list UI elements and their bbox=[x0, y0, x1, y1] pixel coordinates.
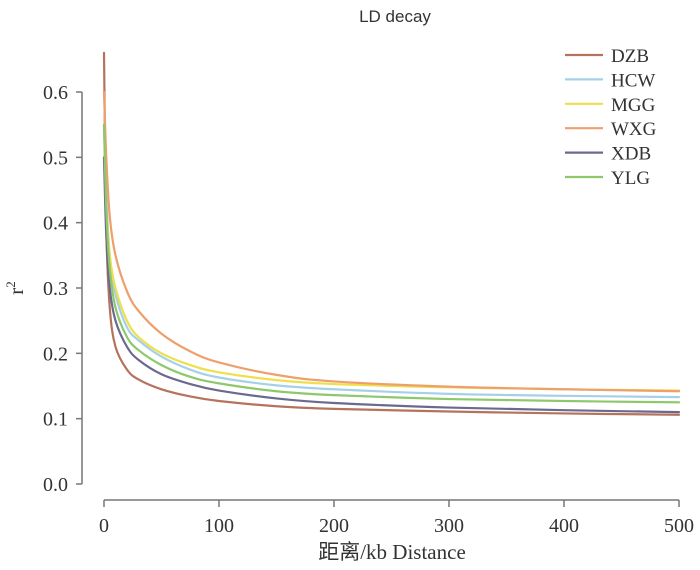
y-ticks: 0.0 0.1 0.2 0.3 0.4 0.5 0.6 bbox=[43, 82, 82, 496]
y-axis-label: r2 bbox=[3, 281, 28, 295]
series-line-hcw bbox=[102, 123, 681, 399]
y-tick-label: 0.6 bbox=[43, 82, 68, 104]
legend: DZB HCW MGG WXG XDB YLG bbox=[565, 46, 657, 189]
x-tick-label: 0 bbox=[99, 515, 109, 537]
x-ticks: 0 100 200 300 400 500 bbox=[99, 500, 694, 537]
y-axis-label-base: r bbox=[4, 288, 28, 295]
series-line-mgg bbox=[102, 156, 681, 392]
y-tick-label: 0.0 bbox=[43, 474, 68, 496]
y-axis-label-superscript: 2 bbox=[3, 281, 18, 288]
legend-label: XDB bbox=[611, 144, 651, 165]
legend-label: MGG bbox=[611, 95, 656, 116]
series-line-ylg bbox=[102, 123, 681, 404]
x-tick-label: 400 bbox=[549, 515, 579, 537]
y-tick-label: 0.3 bbox=[43, 278, 68, 300]
legend-label: YLG bbox=[611, 168, 650, 189]
y-tick-label: 0.4 bbox=[43, 213, 68, 235]
x-tick-label: 300 bbox=[434, 515, 464, 537]
legend-label: HCW bbox=[611, 70, 655, 91]
y-tick-label: 0.5 bbox=[43, 147, 68, 169]
series-lines bbox=[102, 51, 681, 416]
x-tick-label: 500 bbox=[664, 515, 694, 537]
legend-label: DZB bbox=[611, 46, 649, 67]
legend-label: WXG bbox=[611, 119, 657, 140]
series-line-xdb bbox=[102, 156, 681, 414]
chart-title: LD decay bbox=[359, 7, 431, 26]
y-tick-label: 0.2 bbox=[43, 343, 68, 365]
x-tick-label: 100 bbox=[204, 515, 234, 537]
y-tick-label: 0.1 bbox=[43, 409, 68, 431]
series-line-dzb bbox=[102, 51, 681, 416]
series-line-wxg bbox=[102, 90, 681, 393]
x-tick-label: 200 bbox=[319, 515, 349, 537]
x-axis-label: 距离/kb Distance bbox=[318, 540, 466, 564]
